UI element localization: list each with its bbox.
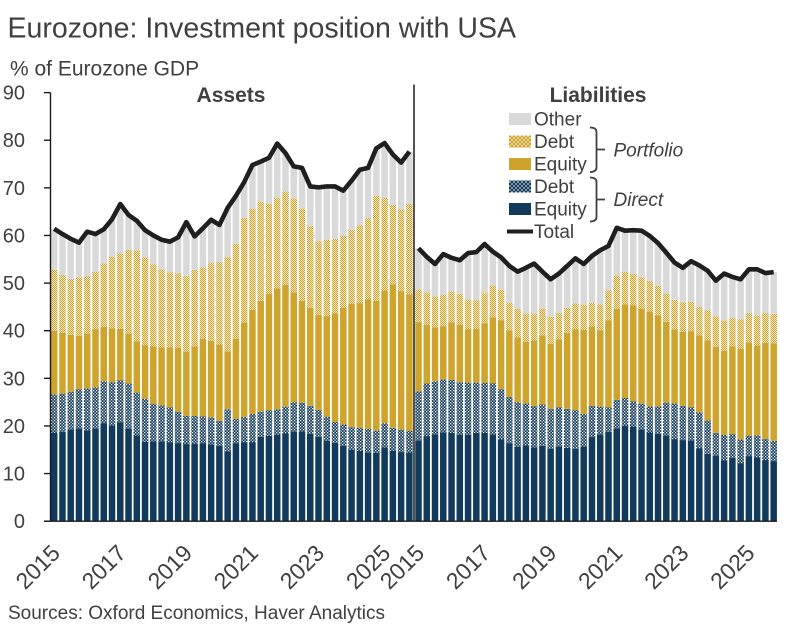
svg-text:60: 60 xyxy=(3,225,25,247)
svg-text:Direct: Direct xyxy=(614,190,664,211)
svg-text:70: 70 xyxy=(3,178,25,200)
svg-text:% of Eurozone GDP: % of Eurozone GDP xyxy=(10,58,199,81)
svg-text:Liabilities: Liabilities xyxy=(550,84,647,107)
svg-text:Equity: Equity xyxy=(534,155,587,176)
svg-text:Debt: Debt xyxy=(534,177,575,198)
svg-text:Portfolio: Portfolio xyxy=(614,141,684,162)
svg-text:Total: Total xyxy=(534,222,574,243)
svg-text:80: 80 xyxy=(3,130,25,152)
svg-text:10: 10 xyxy=(3,464,25,486)
svg-text:Sources: Oxford Economics, Hav: Sources: Oxford Economics, Haver Analyti… xyxy=(8,603,385,624)
svg-text:30: 30 xyxy=(3,368,25,390)
svg-text:Eurozone: Investment position: Eurozone: Investment position with USA xyxy=(8,13,517,45)
svg-text:90: 90 xyxy=(3,83,25,105)
svg-text:50: 50 xyxy=(3,273,25,295)
svg-text:40: 40 xyxy=(3,321,25,343)
svg-text:Assets: Assets xyxy=(197,84,266,107)
svg-text:Equity: Equity xyxy=(534,200,587,221)
svg-text:Debt: Debt xyxy=(534,132,575,153)
svg-text:20: 20 xyxy=(3,416,25,438)
svg-text:Other: Other xyxy=(534,110,582,131)
svg-text:0: 0 xyxy=(14,511,25,533)
